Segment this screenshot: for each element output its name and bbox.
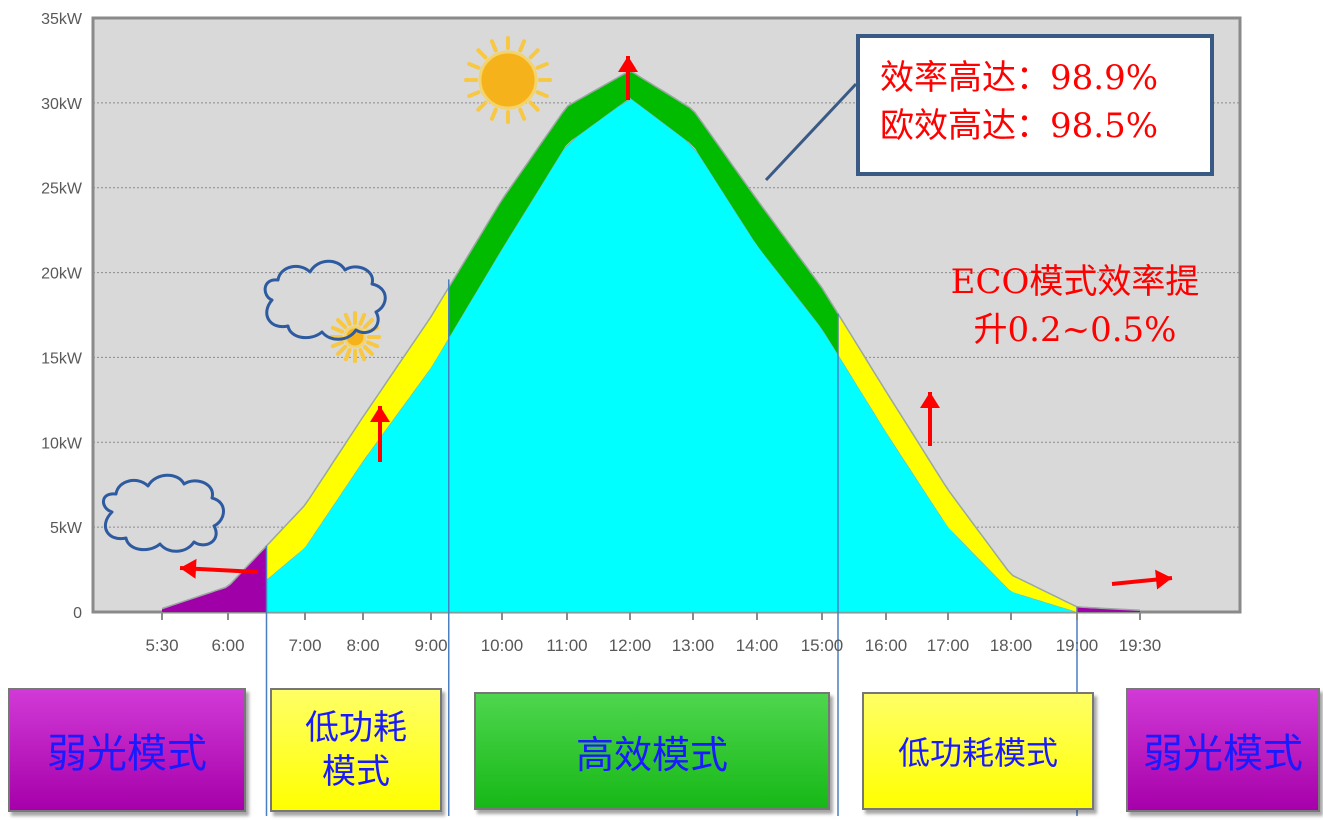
arrow-left-icon — [179, 558, 259, 579]
arrow-head — [920, 392, 940, 408]
sun-ray — [528, 100, 540, 112]
sun-ray — [467, 90, 481, 99]
sun-ray — [467, 61, 481, 70]
callout-line-1: 效率高达：98.9% — [880, 58, 1159, 98]
curve-outline — [161, 70, 1141, 612]
x-tick-label: 8:00 — [346, 636, 379, 655]
sun-ray — [336, 344, 348, 356]
efficiency-callout: 效率高达：98.9% 欧效高达：98.5% — [856, 34, 1214, 176]
x-tick-label: 16:00 — [865, 636, 908, 655]
x-tick-label: 5:30 — [145, 636, 178, 655]
sun-ray — [362, 344, 374, 356]
sun-ray — [365, 340, 380, 349]
x-tick-label: 14:00 — [736, 636, 779, 655]
arrow-up-icon — [618, 56, 638, 100]
arrow-up-icon — [920, 392, 940, 446]
y-tick-label: 20kW — [41, 266, 83, 283]
mode-weak-light-left: 弱光模式 — [8, 688, 246, 812]
cloud-with-sun-icon — [329, 311, 381, 363]
x-tick-label: 7:00 — [288, 636, 321, 655]
zone-band-high-efficiency — [448, 70, 838, 355]
y-tick-label: 15kW — [41, 350, 83, 367]
sun-ray — [330, 325, 345, 334]
sun-ray — [358, 347, 367, 362]
zone-band-weak-light — [162, 545, 267, 612]
x-tick-label: 10:00 — [481, 636, 524, 655]
x-tick-label: 12:00 — [609, 636, 652, 655]
sun-ray — [476, 100, 488, 112]
y-tick-label: 0 — [73, 605, 82, 622]
eco-annotation: ECO模式效率提 升0.2~0.5% — [930, 258, 1220, 354]
eco-line-1: ECO模式效率提 — [950, 262, 1200, 302]
eco-line-2: 升0.2~0.5% — [973, 310, 1177, 350]
callout-line-2: 欧效高达：98.5% — [880, 106, 1159, 146]
arrow-head — [180, 558, 197, 579]
arrow-up-icon — [370, 406, 390, 462]
sun-ray — [518, 107, 527, 121]
y-tick-label: 25kW — [41, 181, 83, 198]
y-tick-label: 30kW — [41, 96, 83, 113]
mode-label: 弱光模式 — [1143, 731, 1303, 777]
arrow-head — [1155, 569, 1172, 590]
sun-ray — [535, 61, 549, 70]
sun-ray — [518, 39, 527, 53]
mode-label: 高效模式 — [575, 732, 728, 777]
arrow-right-icon — [1111, 569, 1173, 590]
zone-band-low-power — [266, 287, 449, 580]
y-tick-label: 10kW — [41, 435, 83, 452]
callout-leader-line — [764, 82, 858, 182]
sun-ray — [336, 318, 348, 330]
sun-ray — [358, 312, 367, 327]
mode-weak-light-right: 弱光模式 — [1126, 688, 1320, 812]
arrow-head — [618, 56, 638, 72]
x-tick-label: 18:00 — [990, 636, 1033, 655]
x-tick-label: 13:00 — [672, 636, 715, 655]
sun-ray — [476, 48, 488, 60]
sun-ray — [343, 347, 352, 362]
sun-ray — [535, 90, 549, 99]
cloud-icon — [102, 473, 225, 553]
sun-ray — [489, 107, 498, 121]
x-tick-label: 17:00 — [927, 636, 970, 655]
mode-label: 低功耗模式 — [897, 734, 1058, 772]
sun-disc — [478, 50, 538, 110]
mode-high-efficiency: 高效模式 — [474, 692, 830, 810]
mode-label-line-1: 低功耗 — [305, 708, 407, 748]
mode-label: 弱光模式 — [47, 731, 207, 777]
sun-ray — [528, 48, 540, 60]
mode-low-power-right: 低功耗模式 — [862, 692, 1094, 810]
cloud-icon — [263, 259, 387, 341]
sun-ray — [362, 318, 374, 330]
x-tick-label: 11:00 — [546, 636, 587, 655]
mode-low-power-left: 低功耗 模式 — [270, 688, 442, 812]
y-tick-label: 35kW — [41, 11, 83, 28]
y-tick-label: 5kW — [50, 520, 83, 537]
output-area-cyan — [266, 98, 1078, 613]
sun-ray — [489, 39, 498, 53]
x-tick-label: 19:00 — [1056, 636, 1099, 655]
sun-ray — [343, 312, 352, 327]
sun-ray — [330, 340, 345, 349]
sun-icon — [464, 36, 552, 124]
mode-label-line-2: 模式 — [322, 752, 390, 792]
arrow-head — [370, 406, 390, 422]
x-tick-label: 19:30 — [1119, 636, 1162, 655]
x-tick-label: 15:00 — [801, 636, 844, 655]
x-tick-label: 6:00 — [211, 636, 244, 655]
x-tick-label: 9:00 — [414, 636, 447, 655]
